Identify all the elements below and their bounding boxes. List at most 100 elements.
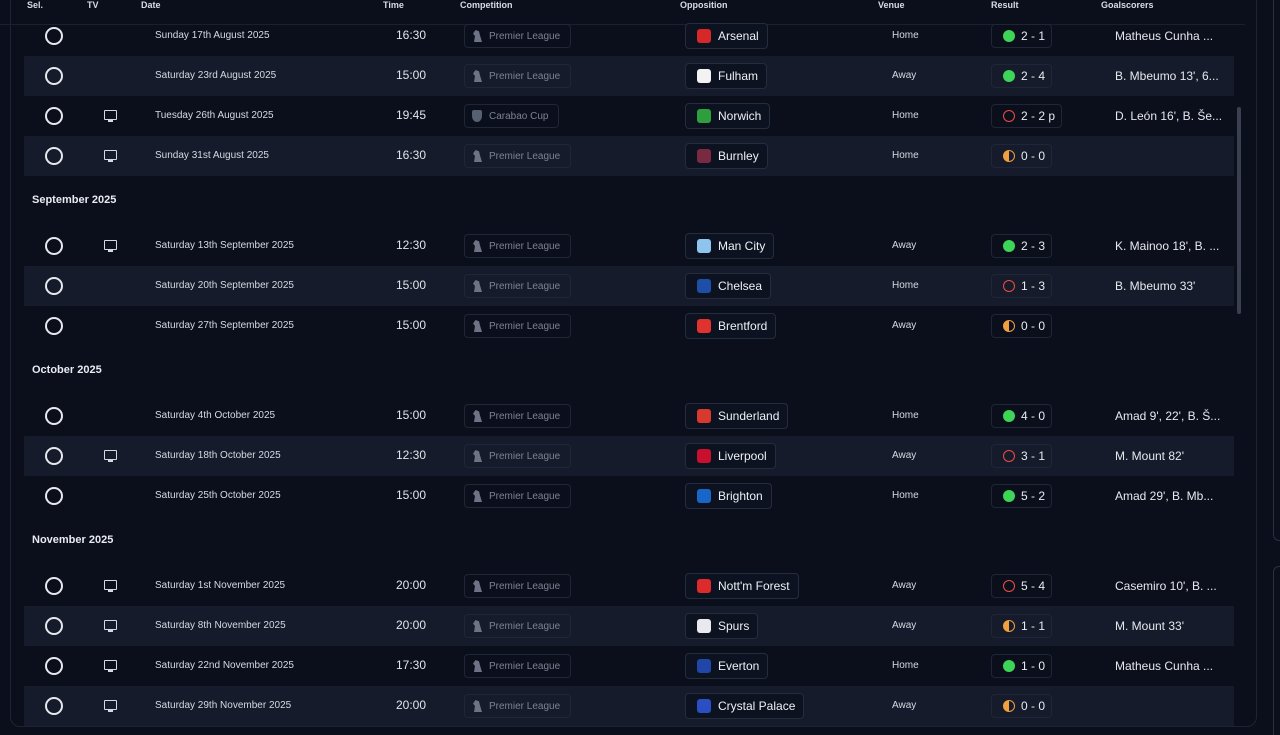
opposition-chip[interactable]: Everton (685, 653, 769, 679)
select-radio[interactable] (45, 277, 63, 295)
select-radio[interactable] (45, 577, 63, 595)
fixture-row[interactable]: Saturday 18th October 2025 12:30 Premier L… (24, 436, 1234, 476)
opposition-chip[interactable]: Spurs (685, 613, 759, 639)
col-tv[interactable]: TV (87, 0, 99, 10)
fixture-row[interactable]: Saturday 23rd August 2025 15:00 Premier Le… (24, 56, 1234, 96)
opposition-chip[interactable]: Brighton (685, 483, 772, 509)
select-radio[interactable] (45, 407, 63, 425)
competition-badge[interactable]: Premier League (464, 64, 572, 88)
fixture-row[interactable]: Saturday 13th September 2025 12:30 Premier… (24, 226, 1234, 266)
result-chip[interactable]: 1 - 3 (991, 274, 1053, 298)
score: 4 - 0 (1021, 409, 1046, 423)
select-radio[interactable] (45, 27, 63, 45)
result-chip[interactable]: 5 - 2 (991, 484, 1053, 508)
fixture-venue: Home (892, 410, 919, 421)
opposition-chip[interactable]: Crystal Palace (685, 693, 805, 719)
result-chip[interactable]: 3 - 1 (991, 444, 1053, 468)
select-radio[interactable] (45, 107, 63, 125)
score: 1 - 1 (1021, 619, 1046, 633)
tv-icon (104, 110, 117, 122)
opposition-chip[interactable]: Liverpool (685, 443, 776, 469)
month-label: November 2025 (32, 534, 114, 546)
fixture-row[interactable]: Sunday 31st August 2025 16:30 Premier Leag… (24, 136, 1234, 176)
premier-league-icon (473, 660, 482, 672)
select-radio[interactable] (45, 147, 63, 165)
opposition-chip[interactable]: Fulham (685, 63, 768, 89)
result-chip[interactable]: 2 - 1 (991, 24, 1053, 48)
opposition-chip[interactable]: Burnley (685, 143, 768, 169)
select-radio[interactable] (45, 237, 63, 255)
select-radio[interactable] (45, 487, 63, 505)
fixture-row[interactable]: Saturday 1st November 2025 20:00 Premier L… (24, 566, 1234, 606)
opponent-name: Liverpool (718, 449, 767, 463)
fixture-venue: Home (892, 30, 919, 41)
result-chip[interactable]: 0 - 0 (991, 144, 1053, 168)
club-crest-icon (697, 699, 711, 713)
result-chip[interactable]: 4 - 0 (991, 404, 1053, 428)
select-radio[interactable] (45, 657, 63, 675)
fixture-time: 19:45 (396, 108, 427, 122)
competition-badge[interactable]: Premier League (464, 234, 572, 258)
result-chip[interactable]: 2 - 2 p (991, 104, 1063, 128)
fixture-venue: Away (892, 700, 917, 711)
opposition-chip[interactable]: Brentford (685, 313, 777, 339)
scrollbar-thumb[interactable] (1237, 107, 1241, 314)
opposition-chip[interactable]: Chelsea (685, 273, 772, 299)
competition-badge[interactable]: Premier League (464, 484, 572, 508)
fixture-row[interactable]: Saturday 20th September 2025 15:00 Premier… (24, 266, 1234, 306)
competition-badge[interactable]: Premier League (464, 404, 572, 428)
col-time[interactable]: Time (383, 0, 404, 10)
col-venue[interactable]: Venue (878, 0, 905, 10)
col-date[interactable]: Date (141, 0, 161, 10)
fixture-row[interactable]: Saturday 4th October 2025 15:00 Premier Le… (24, 396, 1234, 436)
fixture-list: Sunday 17th August 2025 16:30 Premier Leag… (24, 16, 1234, 726)
select-radio[interactable] (45, 67, 63, 85)
fixture-row[interactable]: Saturday 22nd November 2025 17:30 Premier … (24, 646, 1234, 686)
result-chip[interactable]: 0 - 0 (991, 694, 1053, 718)
result-chip[interactable]: 5 - 4 (991, 574, 1053, 598)
competition-badge[interactable]: Premier League (464, 614, 572, 638)
select-radio[interactable] (45, 617, 63, 635)
select-radio[interactable] (45, 697, 63, 715)
opposition-chip[interactable]: Man City (685, 233, 775, 259)
fixture-row[interactable]: Saturday 27th September 2025 15:00 Premier… (24, 306, 1234, 346)
fixture-time: 20:00 (396, 578, 427, 592)
col-result[interactable]: Result (991, 0, 1019, 10)
competition-badge[interactable]: Premier League (464, 444, 572, 468)
competition-badge[interactable]: Premier League (464, 654, 572, 678)
result-chip[interactable]: 1 - 0 (991, 654, 1053, 678)
competition-badge[interactable]: Carabao Cup (464, 104, 560, 128)
fixture-row[interactable]: Sunday 17th August 2025 16:30 Premier Leag… (24, 16, 1234, 56)
month-label: October 2025 (32, 364, 102, 376)
fixture-row[interactable]: Tuesday 26th August 2025 19:45 Carabao Cup… (24, 96, 1234, 136)
result-chip[interactable]: 0 - 0 (991, 314, 1053, 338)
competition-label: Premier League (489, 620, 561, 632)
competition-badge[interactable]: Premier League (464, 574, 572, 598)
select-radio[interactable] (45, 447, 63, 465)
opposition-chip[interactable]: Nott'm Forest (685, 573, 799, 599)
col-sel[interactable]: Sel. (27, 0, 44, 10)
competition-badge[interactable]: Premier League (464, 694, 572, 718)
result-chip[interactable]: 2 - 3 (991, 234, 1053, 258)
opposition-chip[interactable]: Norwich (685, 103, 771, 129)
competition-badge[interactable]: Premier League (464, 274, 572, 298)
opposition-chip[interactable]: Arsenal (685, 23, 768, 49)
select-radio[interactable] (45, 317, 63, 335)
result-chip[interactable]: 2 - 4 (991, 64, 1053, 88)
fixture-row[interactable]: Saturday 29th November 2025 20:00 Premier … (24, 686, 1234, 726)
goalscorers: Amad 29', B. Mb... (1115, 489, 1214, 503)
col-competition[interactable]: Competition (460, 0, 513, 10)
fixture-venue: Home (892, 280, 919, 291)
fixture-row[interactable]: Saturday 8th November 2025 20:00 Premier L… (24, 606, 1234, 646)
opponent-name: Everton (718, 659, 760, 673)
goalscorers: Casemiro 10', B. ... (1115, 579, 1217, 593)
col-goalscorers[interactable]: Goalscorers (1101, 0, 1154, 10)
col-opposition[interactable]: Opposition (680, 0, 728, 10)
fixture-row[interactable]: Saturday 25th October 2025 15:00 Premier L… (24, 476, 1234, 516)
competition-badge[interactable]: Premier League (464, 314, 572, 338)
competition-badge[interactable]: Premier League (464, 144, 572, 168)
result-chip[interactable]: 1 - 1 (991, 614, 1053, 638)
opposition-chip[interactable]: Sunderland (685, 403, 789, 429)
fixture-venue: Home (892, 110, 919, 121)
competition-badge[interactable]: Premier League (464, 24, 572, 48)
